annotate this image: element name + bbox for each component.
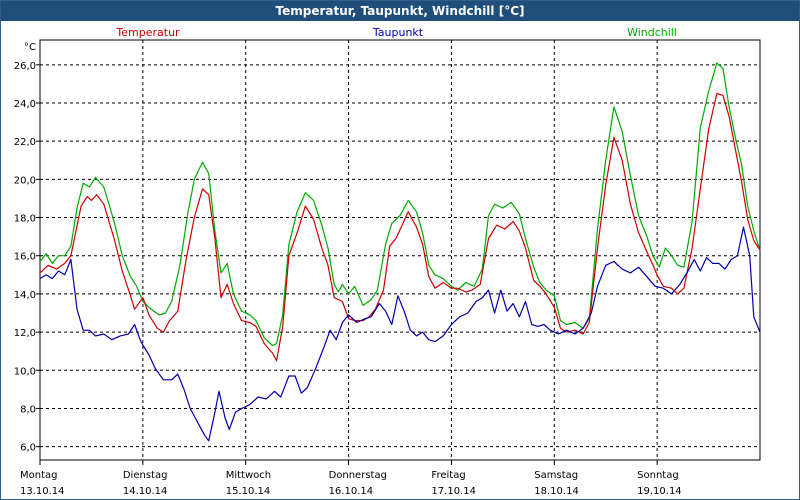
y-tick-label: 16,0 — [14, 252, 36, 263]
x-tick-date: 16.10.14 — [329, 486, 374, 497]
series-line-taupunkt — [39, 226, 761, 442]
legend-temperatur: Temperatur — [115, 26, 180, 39]
series-line-temperatur — [39, 92, 761, 362]
x-tick-day: Donnerstag — [329, 470, 387, 481]
series-lines — [39, 62, 761, 442]
series-line-windchill — [39, 62, 761, 347]
x-tick-day: Dienstag — [123, 470, 168, 481]
y-tick-label: 22,0 — [14, 137, 36, 148]
x-tick-date: 19.10.14 — [637, 486, 682, 497]
y-tick-label: 24,0 — [14, 99, 36, 110]
x-tick-date: 15.10.14 — [226, 486, 271, 497]
x-tick-date: 17.10.14 — [431, 486, 476, 497]
x-tick-date: 18.10.14 — [534, 486, 579, 497]
y-tick-label: 26,0 — [14, 61, 36, 72]
y-tick-label: 10,0 — [14, 366, 36, 377]
legend-taupunkt: Taupunkt — [372, 26, 424, 39]
y-tick-label: 6,0 — [20, 443, 36, 454]
x-axis: Montag 13.10.14 Dienstag 14.10.14 Mittwoch 15… — [20, 460, 682, 497]
y-tick-label: 20,0 — [14, 175, 36, 186]
grid — [40, 40, 760, 460]
x-tick-day: Freitag — [431, 470, 465, 481]
y-axis: 6,0 8,0 10,0 12,0 14,0 16,0 18,0 20,0 22,0 24,0 26… — [14, 61, 40, 454]
y-tick-label: 12,0 — [14, 328, 36, 339]
y-axis-unit: °C — [24, 42, 36, 53]
x-tick-day: Samstag — [534, 470, 578, 481]
x-tick-day: Sonntag — [637, 470, 679, 481]
x-tick-day: Montag — [20, 470, 57, 481]
y-tick-label: 14,0 — [14, 290, 36, 301]
legend: Temperatur Taupunkt Windchill — [115, 26, 677, 39]
y-tick-label: 18,0 — [14, 214, 36, 225]
x-tick-date: 14.10.14 — [123, 486, 168, 497]
legend-windchill: Windchill — [627, 26, 677, 39]
x-tick-day: Mittwoch — [226, 470, 271, 481]
y-tick-label: 8,0 — [20, 404, 36, 415]
x-tick-date: 13.10.14 — [20, 486, 65, 497]
chart-title: Temperatur, Taupunkt, Windchill [°C] — [1, 1, 799, 21]
